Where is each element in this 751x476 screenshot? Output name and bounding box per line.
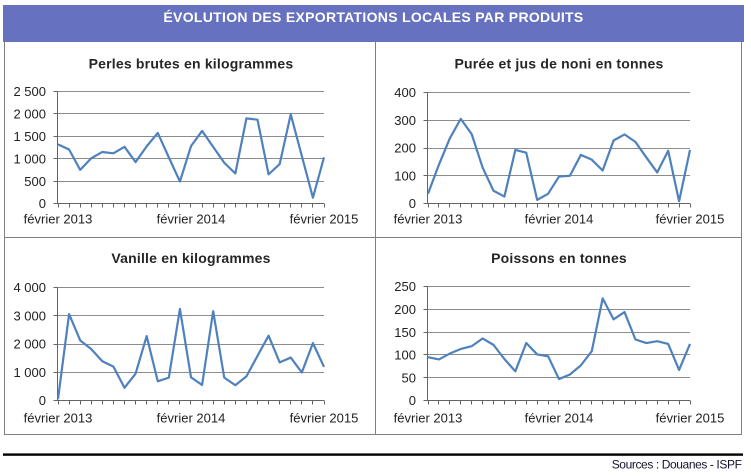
svg-text:200: 200 [394,141,416,156]
svg-text:100: 100 [394,168,416,183]
svg-text:1 000: 1 000 [13,365,46,380]
svg-text:500: 500 [24,174,46,189]
svg-text:0: 0 [39,393,46,408]
svg-text:2 000: 2 000 [13,107,46,122]
svg-text:février 2015: février 2015 [290,212,359,227]
svg-text:février 2015: février 2015 [656,410,725,425]
svg-text:300: 300 [394,113,416,128]
svg-text:février 2014: février 2014 [525,212,594,227]
svg-text:0: 0 [39,196,46,211]
svg-text:3 000: 3 000 [13,308,46,323]
svg-text:février 2013: février 2013 [24,410,93,425]
svg-text:Purée et jus de noni en tonnes: Purée et jus de noni en tonnes [454,56,663,72]
svg-text:200: 200 [394,302,416,317]
svg-text:Vanille en kilogrammes: Vanille en kilogrammes [111,250,270,266]
svg-text:400: 400 [394,85,416,100]
svg-text:février 2014: février 2014 [157,410,226,425]
svg-text:100: 100 [394,348,416,363]
svg-text:février 2014: février 2014 [157,212,226,227]
svg-text:février 2014: février 2014 [525,410,594,425]
svg-text:0: 0 [409,196,416,211]
svg-text:1 000: 1 000 [13,151,46,166]
svg-text:4 000: 4 000 [13,280,46,295]
svg-text:février 2013: février 2013 [394,212,463,227]
svg-text:février 2015: février 2015 [290,410,359,425]
svg-text:0: 0 [409,393,416,408]
svg-text:2 500: 2 500 [13,84,46,99]
svg-text:février 2015: février 2015 [656,212,725,227]
svg-text:1 500: 1 500 [13,129,46,144]
svg-text:50: 50 [402,370,416,385]
svg-text:février 2013: février 2013 [394,410,463,425]
svg-text:Sources : Douanes - ISPF: Sources : Douanes - ISPF [612,458,742,472]
svg-text:Perles brutes en kilogrammes: Perles brutes en kilogrammes [89,56,294,72]
svg-text:février 2013: février 2013 [24,212,93,227]
svg-text:250: 250 [394,279,416,294]
svg-text:Poissons en tonnes: Poissons en tonnes [491,250,627,266]
svg-text:150: 150 [394,325,416,340]
svg-text:2 000: 2 000 [13,337,46,352]
